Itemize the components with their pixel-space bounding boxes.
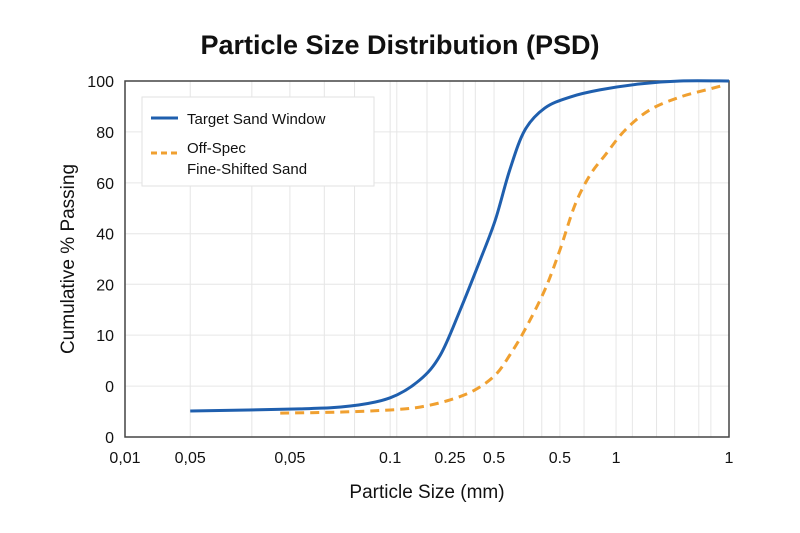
- y-tick-label: 0: [105, 379, 114, 396]
- x-axis-label: Particle Size (mm): [349, 482, 504, 503]
- x-tick-label: 0.5: [483, 450, 505, 467]
- y-axis-label: Cumulative % Passing: [58, 164, 79, 354]
- y-tick-label: 40: [96, 227, 114, 244]
- x-tick-label: 1: [725, 450, 734, 467]
- x-tick-label: 0.25: [434, 450, 465, 467]
- y-tick-label: 60: [96, 176, 114, 193]
- x-tick-label: 1: [612, 450, 621, 467]
- x-tick-label: 0,05: [274, 450, 305, 467]
- series-line-target-sand: [190, 79, 730, 413]
- y-tick-label: 0: [105, 430, 114, 447]
- plot-frame: [124, 80, 730, 438]
- legend-label: Off-Spec: [187, 140, 246, 157]
- legend-label: Target Sand Window: [187, 111, 326, 128]
- y-tick-label: 10: [96, 328, 114, 345]
- chart-title: Particle Size Distribution (PSD): [200, 30, 600, 60]
- legend-box: [141, 96, 375, 187]
- x-tick-label: 0.1: [379, 450, 401, 467]
- x-tick-label: 0,01: [109, 450, 140, 467]
- y-tick-label: 80: [96, 125, 114, 142]
- legend-label: Fine-Shifted Sand: [187, 161, 307, 178]
- x-tick-label: 0,05: [175, 450, 206, 467]
- y-tick-label: 20: [96, 277, 114, 294]
- y-tick-label: 100: [87, 74, 114, 91]
- series-line-off-spec-sand: [280, 83, 726, 415]
- x-tick-label: 0.5: [549, 450, 571, 467]
